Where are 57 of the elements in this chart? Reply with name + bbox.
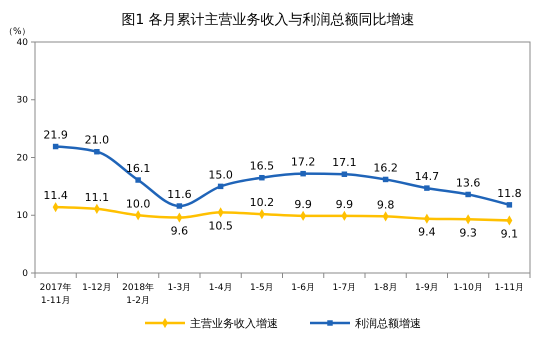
point xyxy=(382,176,388,182)
data-label: 16.5 xyxy=(250,160,274,173)
x-tick-label: 1-10月 xyxy=(453,283,483,293)
data-label: 10.0 xyxy=(126,197,150,210)
data-label: 9.8 xyxy=(376,198,394,212)
data-label: 21.0 xyxy=(84,134,110,147)
y-tick-label: 0 xyxy=(22,268,28,279)
x-tick-label: 1-9月 xyxy=(415,283,439,293)
x-tick-label: 1-3月 xyxy=(168,283,192,293)
data-label: 9.9 xyxy=(294,198,312,211)
x-tick-label: 1-12月 xyxy=(82,283,112,293)
point xyxy=(176,203,182,209)
data-label: 17.1 xyxy=(332,156,357,170)
x-tick-label: 1-7月 xyxy=(332,283,356,293)
y-axis-title: （%） xyxy=(4,27,31,37)
point xyxy=(52,144,58,150)
data-label: 16.1 xyxy=(126,162,150,176)
data-label: 11.1 xyxy=(84,190,110,204)
point xyxy=(465,192,471,198)
y-tick-label: 30 xyxy=(16,96,28,106)
data-label: 9.1 xyxy=(500,227,518,240)
data-label: 14.7 xyxy=(414,170,440,184)
point xyxy=(424,185,430,191)
data-label: 9.3 xyxy=(459,226,477,240)
data-label: 10.5 xyxy=(208,219,233,232)
data-label: 21.9 xyxy=(43,128,68,142)
x-tick-label: 1-4月 xyxy=(208,283,232,293)
data-label: 16.2 xyxy=(373,161,398,174)
data-label: 11.6 xyxy=(167,188,192,202)
x-tick-label: 2017年 1-11月 xyxy=(40,282,72,306)
point xyxy=(300,170,306,176)
point xyxy=(342,172,348,177)
data-label: 9.4 xyxy=(418,226,436,239)
data-label: 15.0 xyxy=(208,168,233,182)
x-tick-label: 1-6月 xyxy=(291,283,315,293)
data-label: 11.4 xyxy=(43,189,68,202)
legend-label: 利润总额增速 xyxy=(355,317,421,330)
point xyxy=(218,184,224,190)
point xyxy=(135,177,141,183)
y-tick-label: 10 xyxy=(16,211,28,222)
legend-label: 主营业务收入增速 xyxy=(190,317,278,330)
data-label: 11.8 xyxy=(497,186,522,200)
y-tick-label: 40 xyxy=(16,38,28,48)
point xyxy=(94,148,100,154)
data-label: 9.9 xyxy=(336,198,354,211)
x-tick-label: 1-11月 xyxy=(494,283,524,293)
data-label: 17.2 xyxy=(290,156,316,169)
data-label: 9.6 xyxy=(170,224,188,238)
y-tick-label: 20 xyxy=(16,153,28,164)
x-tick-label: 1-8月 xyxy=(374,283,398,293)
point xyxy=(506,202,512,208)
x-tick-label: 2018年 1-2月 xyxy=(122,282,154,306)
chart-title: 图1 各月累计主营业务收入与利润总额同比增速 xyxy=(121,12,415,28)
data-label: 10.2 xyxy=(250,196,274,210)
x-tick-label: 1-5月 xyxy=(250,283,274,293)
point xyxy=(259,174,265,180)
data-label: 13.6 xyxy=(456,176,480,190)
